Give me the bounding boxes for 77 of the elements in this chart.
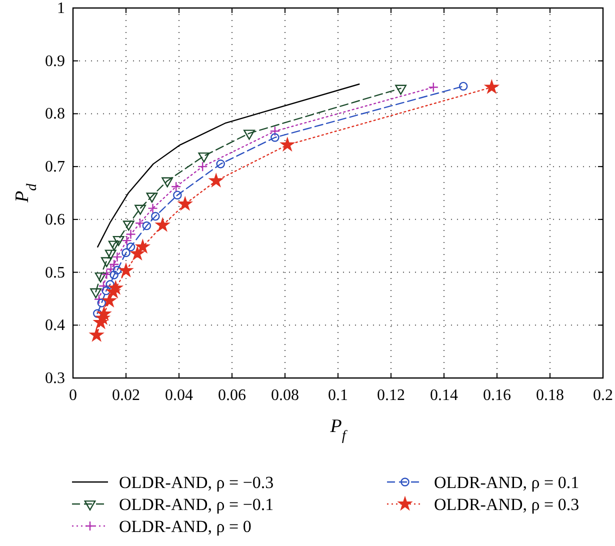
point: [270, 133, 280, 142]
y-tick-label: 1: [57, 0, 65, 17]
y-tick-label: 0.8: [45, 106, 65, 123]
point: [106, 264, 116, 274]
point: [142, 221, 152, 230]
legend-label: OLDR-AND, ρ = −0.3: [119, 473, 274, 492]
x-tick-label: 0.14: [430, 387, 458, 404]
point: [170, 182, 182, 192]
point: [97, 307, 111, 320]
point: [119, 264, 133, 276]
line-series: [97, 84, 360, 248]
point: [395, 84, 406, 95]
point: [112, 252, 122, 262]
point: [134, 218, 146, 228]
point: [156, 218, 170, 231]
legend-label: OLDR-AND, ρ = −0.1: [119, 495, 274, 514]
point: [126, 229, 136, 240]
point: [106, 280, 114, 289]
point: [197, 161, 208, 172]
y-tick-label: 0.3: [45, 370, 65, 387]
point: [112, 266, 122, 275]
point: [110, 270, 118, 280]
point: [109, 281, 122, 294]
y-tick-label: 0.7: [45, 158, 65, 176]
y-tick-label: 0.5: [45, 264, 65, 282]
x-tick-label: 0.18: [536, 387, 564, 404]
point: [102, 294, 116, 307]
point: [108, 240, 120, 251]
point: [146, 192, 158, 203]
x-tick-label: 0.06: [218, 387, 246, 404]
point: [122, 235, 132, 246]
point: [216, 160, 225, 168]
point: [94, 272, 106, 282]
point: [97, 298, 106, 308]
point: [98, 280, 109, 292]
point: [244, 130, 255, 140]
x-tick-label: 0: [69, 387, 77, 404]
point: [92, 309, 102, 318]
x-tick-label: 0.04: [165, 387, 193, 404]
x-tick-label: 0.08: [271, 387, 299, 404]
point: [134, 204, 146, 215]
point: [209, 174, 223, 187]
point: [485, 80, 498, 94]
point: [173, 190, 182, 200]
x-tick-label: 0.12: [377, 387, 405, 404]
point: [102, 269, 112, 280]
point: [162, 177, 174, 188]
point: [428, 82, 438, 92]
point: [122, 248, 130, 258]
legend-label: OLDR-AND, ρ = 0: [119, 517, 252, 536]
x-tick-label: 0.02: [112, 387, 140, 404]
point: [178, 197, 192, 210]
point: [122, 220, 134, 231]
point: [151, 212, 160, 221]
point: [102, 286, 111, 296]
x-axis-title: P$_{f}$: [329, 416, 348, 444]
point: [90, 328, 104, 341]
point: [130, 246, 144, 260]
x-tick-label: 0.1: [328, 387, 348, 404]
legend-label: OLDR-AND, ρ = 0.3: [434, 495, 580, 514]
point: [126, 242, 136, 252]
point: [458, 82, 468, 91]
x-tick-label: 0.2: [593, 387, 613, 404]
point: [198, 152, 210, 162]
x-tick-label: 0.16: [483, 387, 511, 404]
point: [136, 240, 150, 253]
point: [148, 203, 158, 214]
point: [280, 138, 294, 151]
y-tick-label: 0.6: [45, 211, 65, 228]
point: [90, 288, 102, 298]
point: [270, 126, 280, 136]
point: [108, 259, 120, 270]
point: [112, 236, 124, 246]
point: [104, 250, 116, 260]
y-tick-label: 0.9: [45, 52, 65, 70]
y-tick-label: 0.4: [45, 317, 65, 334]
legend-label: OLDR-AND, ρ = 0.1: [434, 473, 580, 492]
